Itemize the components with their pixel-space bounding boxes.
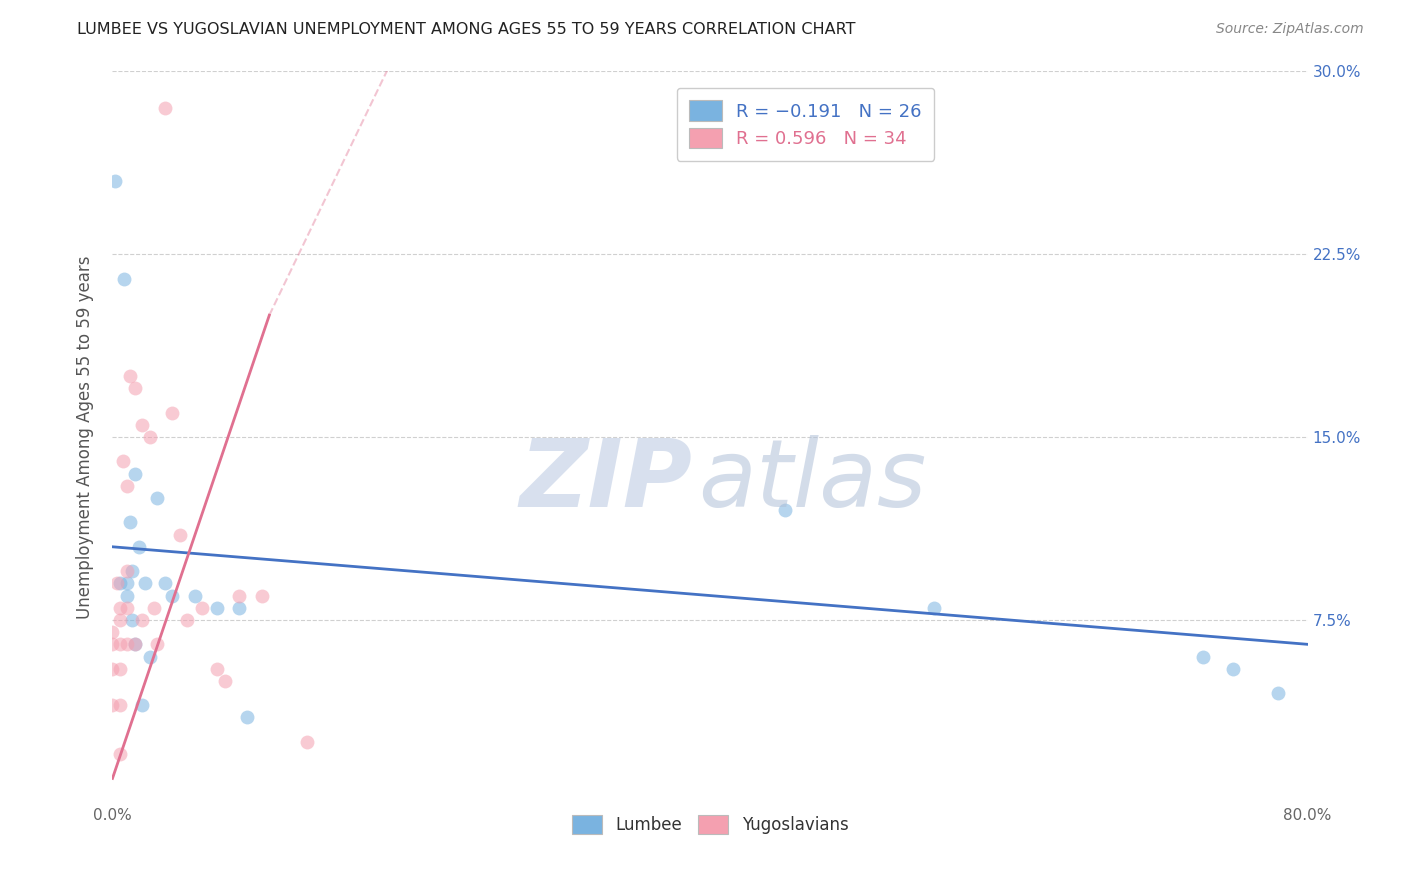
Point: [108, 747, 131, 761]
Point: [139, 430, 162, 444]
Point: [101, 662, 124, 676]
Point: [1192, 649, 1215, 664]
Point: [176, 613, 198, 627]
Point: [295, 735, 318, 749]
Point: [108, 637, 131, 651]
Point: [117, 576, 139, 591]
Point: [922, 600, 945, 615]
Text: Source: ZipAtlas.com: Source: ZipAtlas.com: [1216, 22, 1364, 37]
Point: [111, 454, 134, 468]
Point: [121, 564, 143, 578]
Point: [124, 467, 146, 481]
Point: [153, 576, 176, 591]
Point: [120, 369, 142, 384]
Point: [153, 101, 176, 115]
Point: [117, 589, 139, 603]
Point: [143, 600, 166, 615]
Point: [124, 637, 146, 651]
Point: [108, 613, 131, 627]
Point: [162, 406, 183, 420]
Point: [134, 576, 156, 591]
Y-axis label: Unemployment Among Ages 55 to 59 years: Unemployment Among Ages 55 to 59 years: [76, 255, 94, 619]
Point: [117, 600, 139, 615]
Point: [124, 637, 146, 651]
Point: [124, 381, 146, 395]
Point: [117, 637, 139, 651]
Point: [117, 564, 139, 578]
Text: ZIP: ZIP: [519, 435, 692, 527]
Point: [131, 417, 153, 432]
Point: [146, 491, 169, 505]
Point: [104, 174, 127, 188]
Point: [128, 540, 150, 554]
Point: [120, 516, 142, 530]
Point: [101, 637, 124, 651]
Point: [205, 600, 228, 615]
Point: [1267, 686, 1289, 700]
Point: [250, 589, 273, 603]
Point: [228, 600, 250, 615]
Point: [108, 576, 131, 591]
Point: [131, 698, 153, 713]
Point: [108, 600, 131, 615]
Point: [108, 662, 131, 676]
Legend: Lumbee, Yugoslavians: Lumbee, Yugoslavians: [560, 803, 860, 846]
Text: LUMBEE VS YUGOSLAVIAN UNEMPLOYMENT AMONG AGES 55 TO 59 YEARS CORRELATION CHART: LUMBEE VS YUGOSLAVIAN UNEMPLOYMENT AMONG…: [77, 22, 856, 37]
Point: [101, 698, 124, 713]
Point: [114, 271, 135, 285]
Text: atlas: atlas: [699, 435, 927, 526]
Point: [191, 600, 214, 615]
Point: [1222, 662, 1244, 676]
Point: [773, 503, 796, 517]
Point: [108, 698, 131, 713]
Point: [139, 649, 162, 664]
Point: [183, 589, 205, 603]
Point: [169, 527, 191, 541]
Point: [105, 576, 128, 591]
Point: [236, 710, 259, 724]
Point: [131, 613, 153, 627]
Point: [162, 589, 183, 603]
Point: [214, 673, 236, 688]
Point: [117, 479, 139, 493]
Point: [101, 625, 124, 640]
Point: [228, 589, 250, 603]
Point: [146, 637, 169, 651]
Point: [205, 662, 228, 676]
Point: [121, 613, 143, 627]
